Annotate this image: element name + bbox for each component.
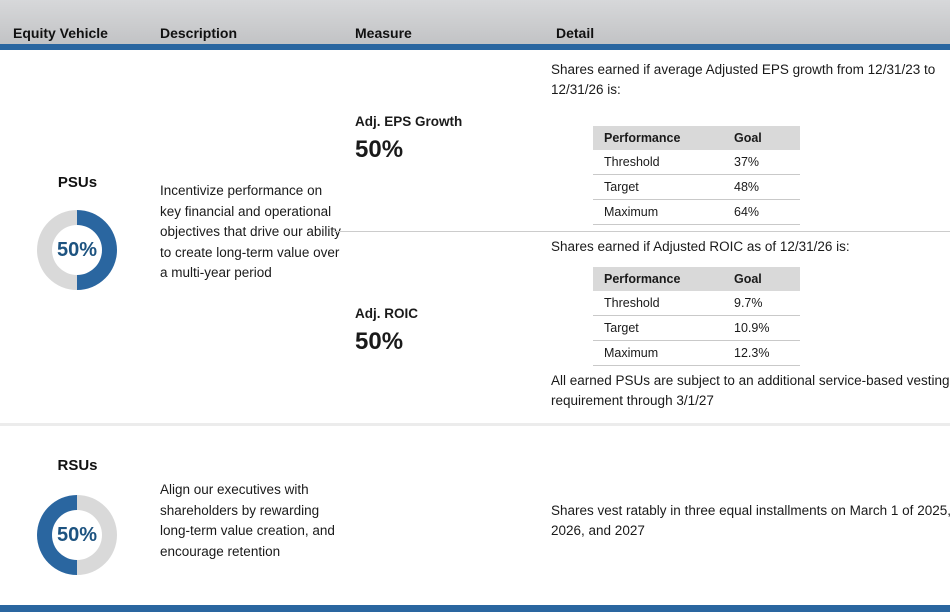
psu-eps-detail-intro: Shares earned if average Adjusted EPS gr… xyxy=(551,62,936,97)
rsu-vesting-detail: Shares vest ratably in three equal insta… xyxy=(551,503,950,538)
psu-roic-detail-intro: Shares earned if Adjusted ROIC as of 12/… xyxy=(551,239,850,254)
psu-measures-divider xyxy=(333,231,950,232)
psu-allocation-value: 50% xyxy=(52,225,102,275)
goal-table-header-performance: Performance xyxy=(593,126,723,150)
goal-value: 48% xyxy=(723,174,800,200)
table-header-row: Performance Goal xyxy=(593,126,800,150)
goal-table-header-goal: Goal xyxy=(723,267,800,291)
psu-row-label: PSUs xyxy=(57,174,98,191)
psu-rsu-row-divider xyxy=(0,423,950,426)
table-row: Target 10.9% xyxy=(593,315,800,341)
psu-measure-roic-name: Adj. ROIC xyxy=(355,306,418,321)
bottom-rule xyxy=(0,605,950,612)
goal-value: 12.3% xyxy=(723,340,800,366)
performance-level: Threshold xyxy=(593,291,723,316)
column-header-measure: Measure xyxy=(355,25,412,41)
table-row: Threshold 9.7% xyxy=(593,291,800,316)
column-header-detail: Detail xyxy=(556,25,595,41)
rsu-allocation-donut-chart: 50% xyxy=(37,495,117,575)
psu-allocation-donut-chart: 50% xyxy=(37,210,117,290)
goal-value: 64% xyxy=(723,199,800,225)
psu-description: Incentivize performance on key financial… xyxy=(160,183,341,280)
psu-measure-eps-name: Adj. EPS Growth xyxy=(355,114,463,129)
column-header-description: Description xyxy=(160,25,238,41)
goal-value: 37% xyxy=(723,150,800,175)
goal-value: 9.7% xyxy=(723,291,800,316)
goal-table-header-goal: Goal xyxy=(723,126,800,150)
performance-level: Target xyxy=(593,315,723,341)
psu-measure-eps-weight: 50% xyxy=(355,136,404,163)
psu-eps-goal-table: Performance Goal Threshold 37% Target 48… xyxy=(593,126,800,225)
goal-table-header-performance: Performance xyxy=(593,267,723,291)
psu-measure-roic-weight: 50% xyxy=(355,328,404,355)
table-row: Threshold 37% xyxy=(593,150,800,175)
table-row: Target 48% xyxy=(593,174,800,200)
rsu-description: Align our executives with shareholders b… xyxy=(160,482,335,559)
psu-vesting-note: All earned PSUs are subject to an additi… xyxy=(551,373,950,408)
performance-level: Maximum xyxy=(593,340,723,366)
performance-level: Maximum xyxy=(593,199,723,225)
header-underline-rule xyxy=(0,44,950,50)
column-header-equity-vehicle: Equity Vehicle xyxy=(13,25,108,41)
table-row: Maximum 12.3% xyxy=(593,340,800,366)
performance-level: Threshold xyxy=(593,150,723,175)
performance-level: Target xyxy=(593,174,723,200)
rsu-allocation-value: 50% xyxy=(52,510,102,560)
column-header-band xyxy=(0,0,950,44)
goal-value: 10.9% xyxy=(723,315,800,341)
table-row: Maximum 64% xyxy=(593,199,800,225)
table-header-row: Performance Goal xyxy=(593,267,800,291)
rsu-row-label: RSUs xyxy=(57,457,98,474)
psu-roic-goal-table: Performance Goal Threshold 9.7% Target 1… xyxy=(593,267,800,366)
